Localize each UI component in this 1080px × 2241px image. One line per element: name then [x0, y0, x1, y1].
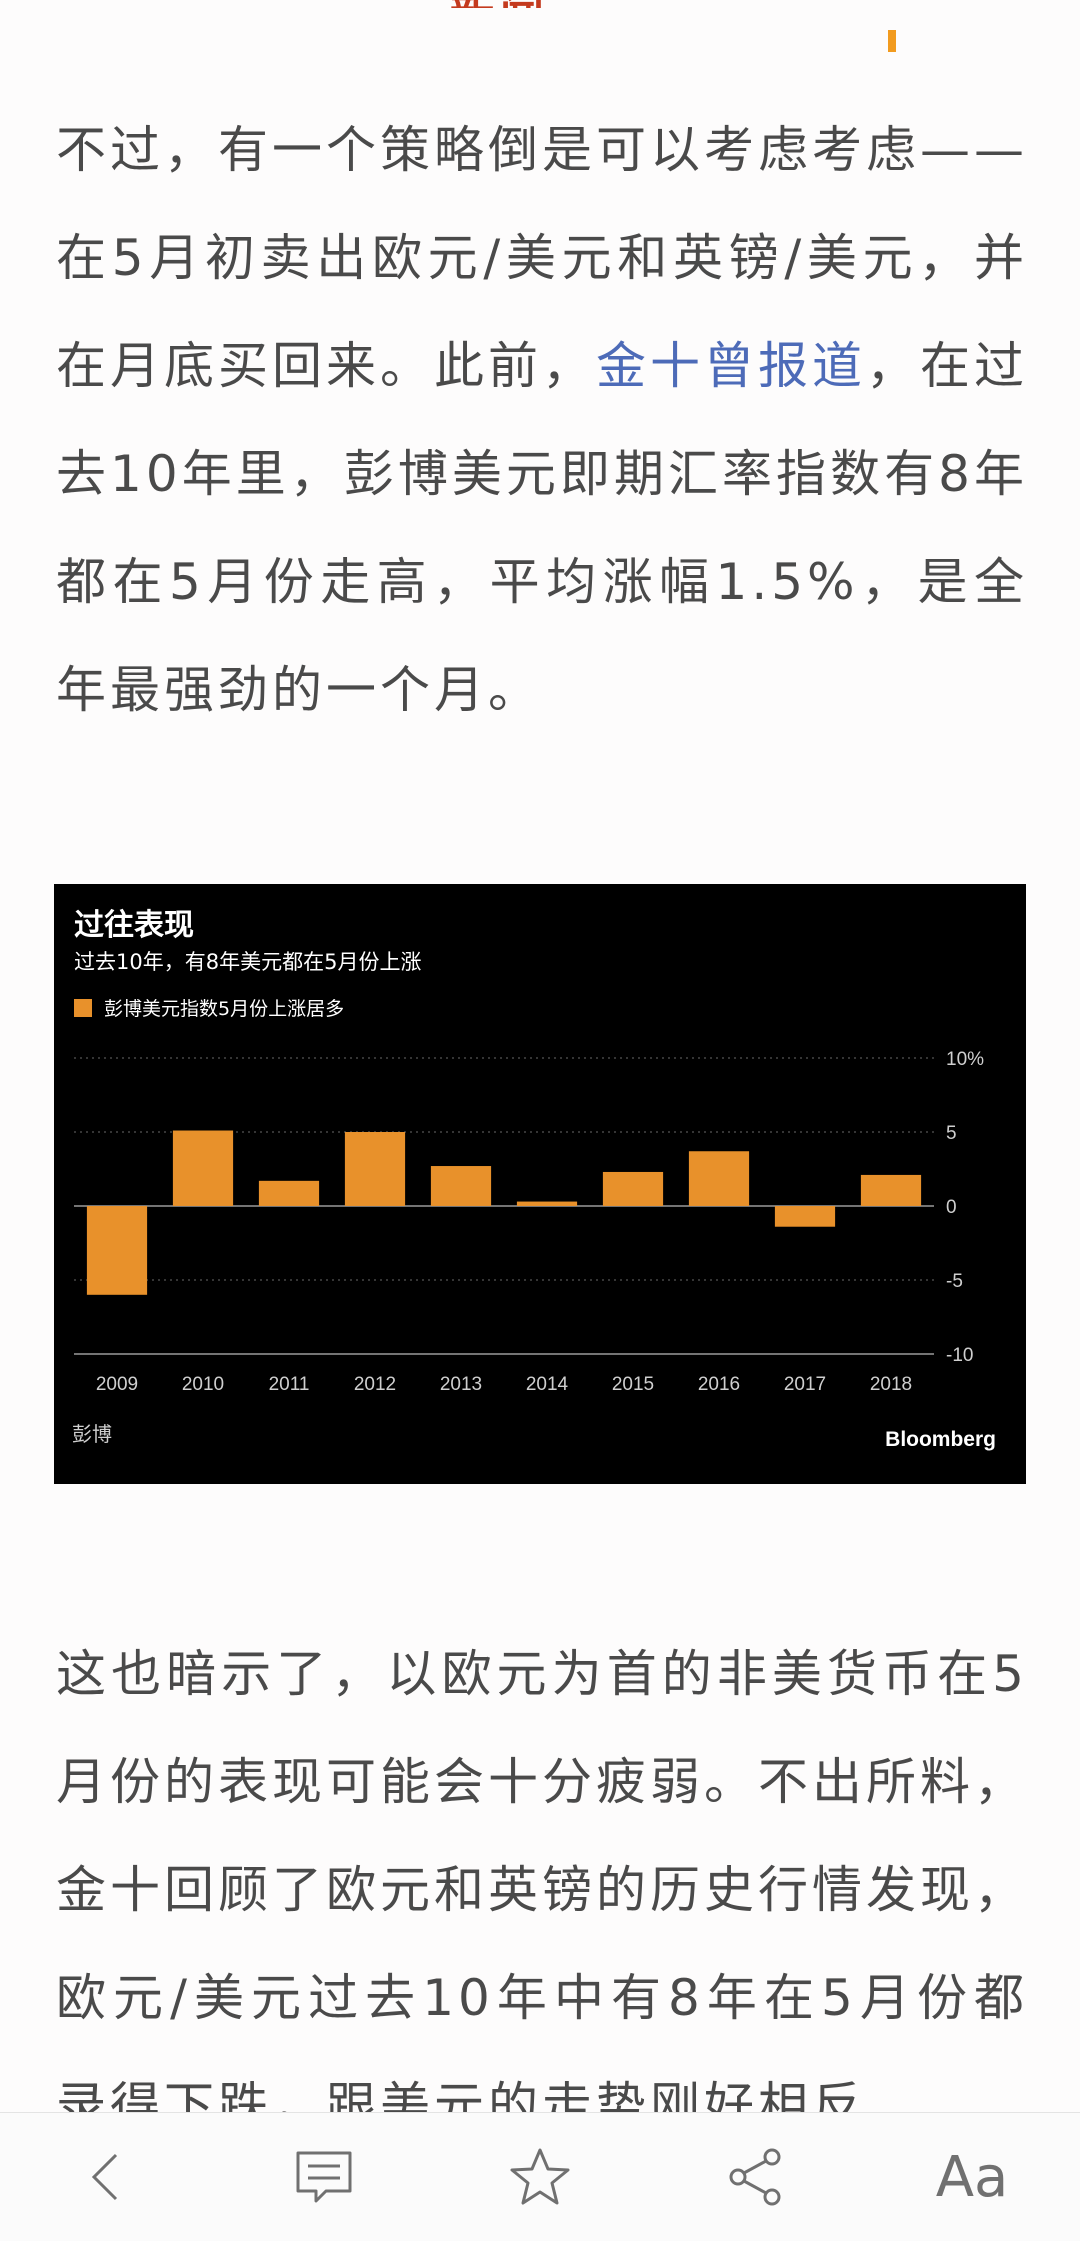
chart-source: 彭博 [72, 1422, 112, 1446]
y-tick-label: -10 [946, 1345, 973, 1366]
x-tick-label: 2016 [698, 1374, 740, 1395]
x-tick-label: 2010 [182, 1374, 224, 1395]
star-icon [510, 2148, 570, 2205]
bar [602, 1171, 664, 1206]
x-tick-label: 2012 [354, 1374, 396, 1395]
x-tick-label: 2013 [440, 1374, 482, 1395]
x-tick-label: 2017 [784, 1374, 826, 1395]
bar-chart: 过往表现 过去10年，有8年美元都在5月份上涨 彭博美元指数5月份上涨居多 10… [54, 884, 1026, 1484]
chart-title: 过往表现 [74, 909, 194, 942]
chart-subtitle: 过去10年，有8年美元都在5月份上涨 [74, 950, 422, 974]
legend-swatch [74, 998, 92, 1017]
share-icon [729, 2148, 781, 2206]
x-tick-label: 2009 [96, 1374, 138, 1395]
x-tick-label: 2014 [526, 1374, 569, 1395]
bar [430, 1166, 492, 1206]
chart-legend: 彭博美元指数5月份上涨居多 [74, 994, 344, 1021]
back-button[interactable] [0, 2113, 216, 2241]
font-size-label: Aa [935, 2144, 1009, 2210]
y-tick-label: 5 [946, 1123, 957, 1144]
bar [516, 1201, 578, 1206]
bloomberg-logo: Bloomberg [885, 1428, 996, 1451]
bar [774, 1206, 836, 1227]
paragraph-2-text: 这也暗示了，以欧元为首的非美货币在5月份的表现可能会十分疲弱。不出所料，金十回顾… [56, 1645, 1028, 2135]
report-link[interactable]: 金十曾报道 [596, 337, 866, 395]
paragraph-2: 这也暗示了，以欧元为首的非美货币在5月份的表现可能会十分疲弱。不出所料，金十回顾… [56, 1620, 1028, 2160]
comment-icon [296, 2151, 352, 2203]
paragraph-1: 不过，有一个策略倒是可以考虑考虑——在5月初卖出欧元/美元和英镑/美元，并在月底… [56, 96, 1028, 744]
y-tick-label: -5 [946, 1271, 963, 1292]
y-tick-label: 0 [946, 1197, 957, 1218]
top-heading-fragment: 新闻 [450, 0, 590, 8]
x-tick-label: 2011 [269, 1374, 310, 1395]
font-size-button[interactable]: Aa [864, 2113, 1080, 2241]
bottom-toolbar: Aa [0, 2112, 1080, 2241]
comment-button[interactable] [216, 2113, 432, 2241]
orange-accent-marker [888, 30, 896, 52]
x-tick-label: 2018 [870, 1374, 912, 1395]
chart-plot: 10% 5 0 -5 -10 2009 2010 2011 2012 2013 2014 2015 20… [74, 1049, 984, 1395]
bar [172, 1130, 234, 1206]
legend-label: 彭博美元指数5月份上涨居多 [104, 998, 345, 1020]
bar [86, 1206, 148, 1295]
paragraph-1-text-b: ，在过去10年里，彭博美元即期汇率指数有8年都在5月份走高，平均涨幅1.5%，是… [56, 337, 1028, 719]
x-tick-label: 2015 [612, 1374, 654, 1395]
favorite-button[interactable] [432, 2113, 648, 2241]
back-icon [91, 2153, 118, 2201]
bar [860, 1174, 922, 1206]
bar [688, 1151, 750, 1206]
bar [258, 1180, 320, 1206]
paragraph-1-text-a: 不过，有一个策略倒是可以考虑考虑——在5月初卖出欧元/美元和英镑/美元，并在月底… [56, 121, 1028, 395]
bar [344, 1132, 406, 1206]
share-button[interactable] [648, 2113, 864, 2241]
y-tick-label: 10% [946, 1049, 984, 1070]
